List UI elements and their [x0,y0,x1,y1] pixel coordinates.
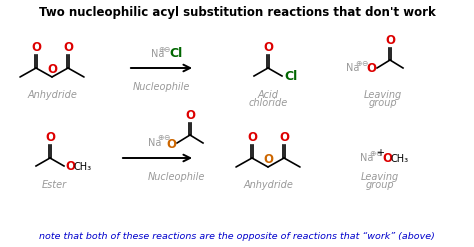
Text: O: O [31,41,41,54]
Text: ⊖: ⊖ [361,59,367,67]
Text: CH₃: CH₃ [74,162,92,172]
Text: ⊕: ⊕ [355,59,361,67]
Text: O: O [185,109,195,122]
Text: O: O [366,62,376,76]
Text: Cl: Cl [284,70,297,83]
Text: Na: Na [148,138,161,148]
Text: CH₃: CH₃ [391,154,409,164]
Text: Anhydride: Anhydride [243,180,293,190]
Text: O: O [63,41,73,54]
Text: Acid: Acid [257,90,279,100]
Text: O: O [279,131,289,144]
Text: +: + [376,148,384,158]
Text: O: O [385,34,395,47]
Text: ⊖: ⊖ [164,45,170,55]
Text: group: group [365,180,394,190]
Text: chloride: chloride [248,98,288,108]
Text: Leaving: Leaving [364,90,402,100]
Text: O: O [263,153,273,166]
Text: Na: Na [346,63,359,73]
Text: O: O [47,63,57,76]
Text: O: O [65,161,75,173]
Text: ⊕: ⊕ [369,148,375,158]
Text: note that both of these reactions are the opposite of reactions that “work” (abo: note that both of these reactions are th… [39,232,435,241]
Text: ⊖: ⊖ [375,148,381,158]
Text: O: O [166,138,176,150]
Text: ⊖: ⊖ [163,133,169,143]
Text: O: O [382,152,392,165]
Text: Cl: Cl [170,47,183,61]
Text: group: group [369,98,397,108]
Text: O: O [247,131,257,144]
Text: O: O [263,41,273,54]
Text: Ester: Ester [41,180,66,190]
Text: Na: Na [152,49,165,59]
Text: Nucleophile: Nucleophile [147,172,205,182]
Text: ⊕: ⊕ [158,45,164,55]
Text: Nucleophile: Nucleophile [133,82,190,92]
Text: Two nucleophilic acyl substitution reactions that don't work: Two nucleophilic acyl substitution react… [38,6,436,19]
Text: O: O [45,131,55,144]
Text: Anhydride: Anhydride [27,90,77,100]
Text: Leaving: Leaving [361,172,399,182]
Text: Na: Na [360,153,374,163]
Text: ⊕: ⊕ [157,133,163,143]
